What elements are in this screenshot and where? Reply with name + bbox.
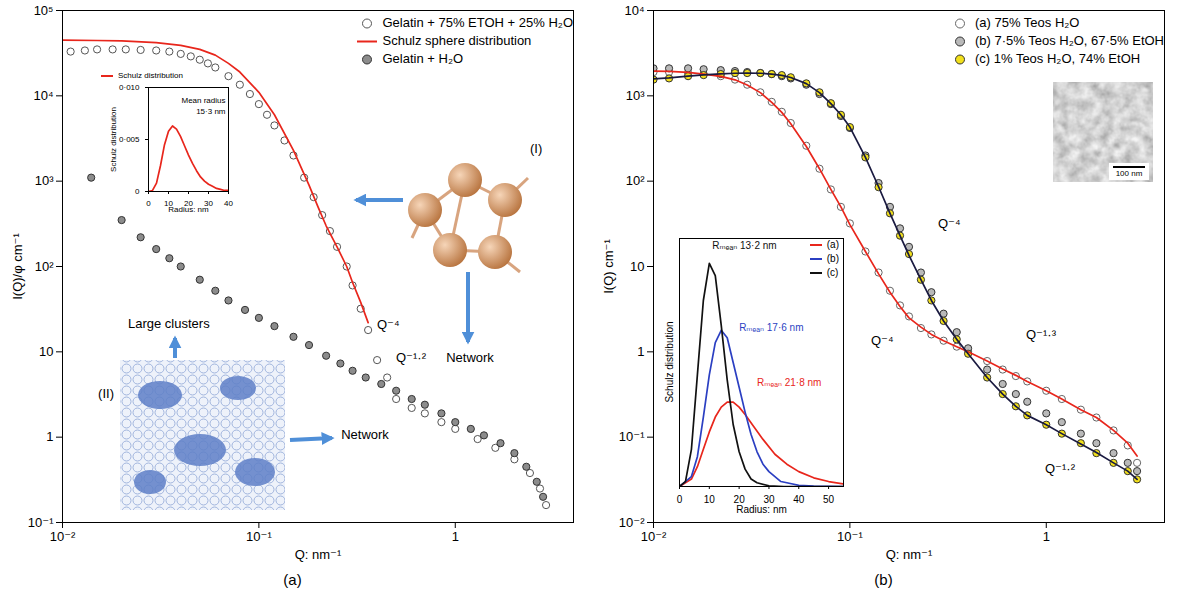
svg-text:I(Q)/φ cm⁻¹: I(Q)/φ cm⁻¹ [10,233,25,300]
svg-text:Rₘₑₐₙ 17·6 nm: Rₘₑₐₙ 17·6 nm [739,322,803,333]
html-text:Gelatin + 75% ETOH + 25% H₂O: Gelatin + 75% ETOH + 25% H₂O [382,15,573,30]
html-text:(b) 7·5% Teos H₂O, 67·5% EtOH: (b) 7·5% Teos H₂O, 67·5% EtOH [975,33,1164,48]
html-text:Gelatin + H₂O: Gelatin + H₂O [382,51,463,66]
svg-text:1: 1 [46,429,53,444]
svg-text:Radius: nm: Radius: nm [168,205,209,214]
svg-text:10⁴: 10⁴ [33,88,53,103]
svg-text:0: 0 [677,494,683,505]
html-text:(c): (c) [826,267,839,278]
svg-text:Network: Network [446,350,494,365]
svg-text:10⁻²: 10⁻² [641,529,667,544]
svg-text:20: 20 [733,493,745,505]
svg-text:(I): (I) [530,141,542,156]
svg-text:Q⁻⁴: Q⁻⁴ [938,216,961,231]
svg-text:0: 0 [146,199,151,208]
svg-text:40: 40 [224,199,233,208]
svg-text:10⁻²: 10⁻² [619,515,645,530]
svg-text:10⁻¹: 10⁻¹ [246,529,272,544]
svg-text:0: 0 [135,187,140,196]
svg-text:Q⁻⁴: Q⁻⁴ [871,333,894,348]
svg-text:I(Q) cm⁻¹: I(Q) cm⁻¹ [601,239,616,294]
svg-text:(II): (II) [98,386,114,401]
svg-text:1: 1 [637,344,644,359]
svg-text:30: 30 [204,199,213,209]
svg-text:1: 1 [452,529,459,544]
svg-text:Schulz distribution: Schulz distribution [109,107,118,172]
svg-text:40: 40 [793,494,805,505]
html-text:Schulz sphere distribution: Schulz sphere distribution [382,33,532,48]
html-text:Schulz distribution: Schulz distribution [663,321,675,403]
html-text:(b): (b) [826,253,839,264]
svg-text:10⁻¹: 10⁻¹ [619,429,645,444]
svg-text:Rₘₑₐₙ 13·2 nm: Rₘₑₐₙ 13·2 nm [712,240,776,251]
svg-text:30: 30 [763,493,775,505]
svg-text:10⁻¹: 10⁻¹ [28,515,54,530]
svg-text:Q⁻¹·²: Q⁻¹·² [1045,461,1076,476]
svg-text:Rₘₑₐₙ 21·8 nm: Rₘₑₐₙ 21·8 nm [757,377,821,388]
svg-text:10⁵: 10⁵ [34,3,54,18]
svg-text:100 nm: 100 nm [1116,169,1143,178]
svg-text:0·005: 0·005 [119,135,140,144]
svg-text:10²: 10² [626,173,645,188]
svg-text:Radius: nm: Radius: nm [736,504,787,515]
svg-text:10: 10 [39,344,53,359]
html-text:(c) 1% Teos H₂O, 74% EtOH: (c) 1% Teos H₂O, 74% EtOH [975,51,1141,66]
svg-text:Q⁻¹·²: Q⁻¹·² [396,350,427,365]
svg-text:10³: 10³ [626,88,645,103]
svg-text:10: 10 [704,494,716,505]
svg-text:Q⁻¹·³: Q⁻¹·³ [1026,327,1057,342]
svg-text:10²: 10² [35,259,54,274]
svg-text:1: 1 [1043,529,1050,544]
svg-text:10⁻²: 10⁻² [50,529,76,544]
html-text:Schulz distribution: Schulz distribution [118,71,183,80]
html-text:(a): (a) [826,239,839,250]
svg-text:10⁻¹: 10⁻¹ [837,529,863,544]
svg-text:Mean radius: Mean radius [181,96,225,105]
svg-text:10: 10 [630,259,644,274]
html-text:(b): (b) [874,571,893,588]
svg-text:15·3 nm: 15·3 nm [196,107,226,116]
html-text:(a) 75% Teos H₂O: (a) 75% Teos H₂O [975,15,1080,30]
svg-text:50: 50 [823,494,835,505]
svg-text:Q: nm⁻¹: Q: nm⁻¹ [295,547,342,562]
svg-text:Q⁻⁴: Q⁻⁴ [377,317,400,332]
svg-text:Network: Network [341,427,389,442]
svg-text:Large clusters: Large clusters [128,316,210,331]
svg-text:0·010: 0·010 [119,83,140,92]
svg-text:10³: 10³ [35,173,54,188]
svg-text:Q: nm⁻¹: Q: nm⁻¹ [886,547,933,562]
svg-text:10⁴: 10⁴ [624,3,644,18]
html-text:(a): (a) [283,571,302,588]
